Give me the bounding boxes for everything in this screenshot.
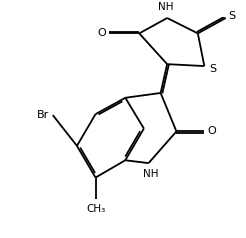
Text: NH: NH xyxy=(158,2,174,12)
Text: S: S xyxy=(209,64,216,74)
Text: NH: NH xyxy=(142,169,158,179)
Text: S: S xyxy=(228,11,235,21)
Text: O: O xyxy=(97,28,106,38)
Text: O: O xyxy=(208,126,216,136)
Text: CH₃: CH₃ xyxy=(86,204,105,214)
Text: Br: Br xyxy=(37,110,49,120)
